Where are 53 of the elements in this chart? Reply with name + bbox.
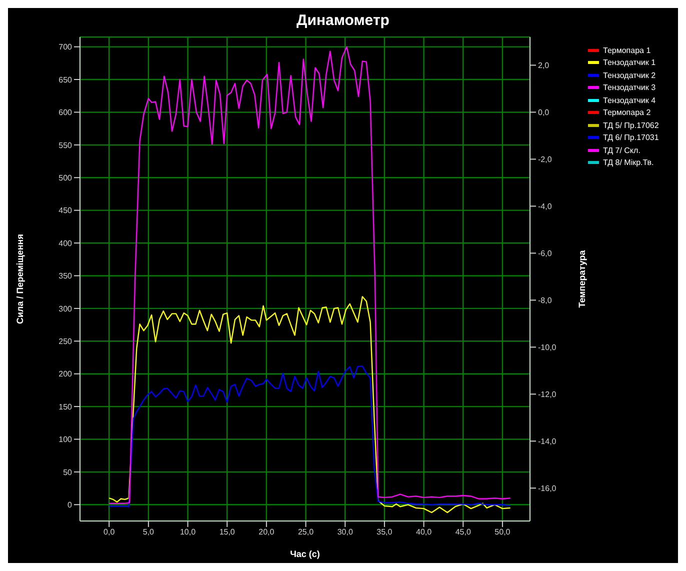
y-tick-label: 500 xyxy=(58,173,73,182)
x-tick-label: 50,0 xyxy=(494,528,511,537)
x-tick-label: 45,0 xyxy=(455,528,472,537)
y-tick-label: 450 xyxy=(58,206,73,216)
legend-label: ТД 7/ Скл. xyxy=(603,146,640,155)
y2-tick-label: -14,0 xyxy=(538,436,557,446)
legend-label: Термопара 1 xyxy=(603,46,651,55)
y-tick-label: 0 xyxy=(68,500,73,510)
y2-tick-label: -4,0 xyxy=(538,202,552,212)
y-tick-label: 300 xyxy=(58,304,73,314)
y2-tick-label: -6,0 xyxy=(538,248,552,258)
y2-tick-label: -2,0 xyxy=(538,155,552,164)
y-tick-label: 650 xyxy=(58,75,73,84)
legend-label: Тензодатчик 3 xyxy=(603,83,656,92)
legend-label: ТД 6/ Пр.17031 xyxy=(603,133,659,142)
y2-axis-title: Температура xyxy=(577,249,588,308)
legend-label: Термопара 2 xyxy=(603,108,651,118)
y-tick-label: 400 xyxy=(58,238,73,248)
x-tick-label: 0,0 xyxy=(104,528,116,537)
y-tick-label: 100 xyxy=(58,435,73,444)
y-axis-title: Сила / Переміщення xyxy=(15,234,26,324)
x-tick-label: 5,0 xyxy=(142,528,155,537)
y2-tick-label: 2,0 xyxy=(538,61,550,70)
y-tick-label: 200 xyxy=(58,370,73,379)
y2-tick-label: -8,0 xyxy=(538,296,552,305)
x-tick-label: 40,0 xyxy=(416,528,432,537)
y-tick-label: 50 xyxy=(63,468,73,477)
y2-tick-label: -10,0 xyxy=(538,342,557,352)
y-tick-label: 350 xyxy=(58,272,73,281)
legend-label: ТД 5/ Пр.17062 xyxy=(603,120,659,130)
legend-label: Тензодатчик 2 xyxy=(603,70,656,80)
x-tick-label: 30,0 xyxy=(337,528,354,537)
x-tick-label: 15,0 xyxy=(219,528,236,537)
y2-tick-label: -12,0 xyxy=(538,390,557,399)
x-tick-label: 25,0 xyxy=(298,528,314,537)
y-tick-label: 700 xyxy=(58,42,73,52)
x-tick-label: 35,0 xyxy=(376,528,393,537)
chart-title: Динамометр xyxy=(296,12,390,29)
x-tick-label: 20,0 xyxy=(258,528,275,537)
legend-label: ТД 8/ Мікр.Тв. xyxy=(603,158,654,168)
legend-label: Тензодатчик 4 xyxy=(603,96,656,105)
x-axis-title: Час (с) xyxy=(290,549,320,559)
x-tick-label: 10,0 xyxy=(180,528,196,537)
line-series xyxy=(108,296,511,514)
y-tick-label: 550 xyxy=(58,140,73,150)
y2-tick-label: 0,0 xyxy=(538,108,550,118)
y2-tick-label: -16,0 xyxy=(538,484,557,493)
line-series xyxy=(108,365,511,508)
y-tick-label: 150 xyxy=(58,402,73,412)
y-tick-label: 600 xyxy=(58,108,73,118)
legend-label: Тензодатчик 1 xyxy=(603,58,656,68)
line-series xyxy=(108,46,511,504)
y-tick-label: 250 xyxy=(58,336,73,346)
